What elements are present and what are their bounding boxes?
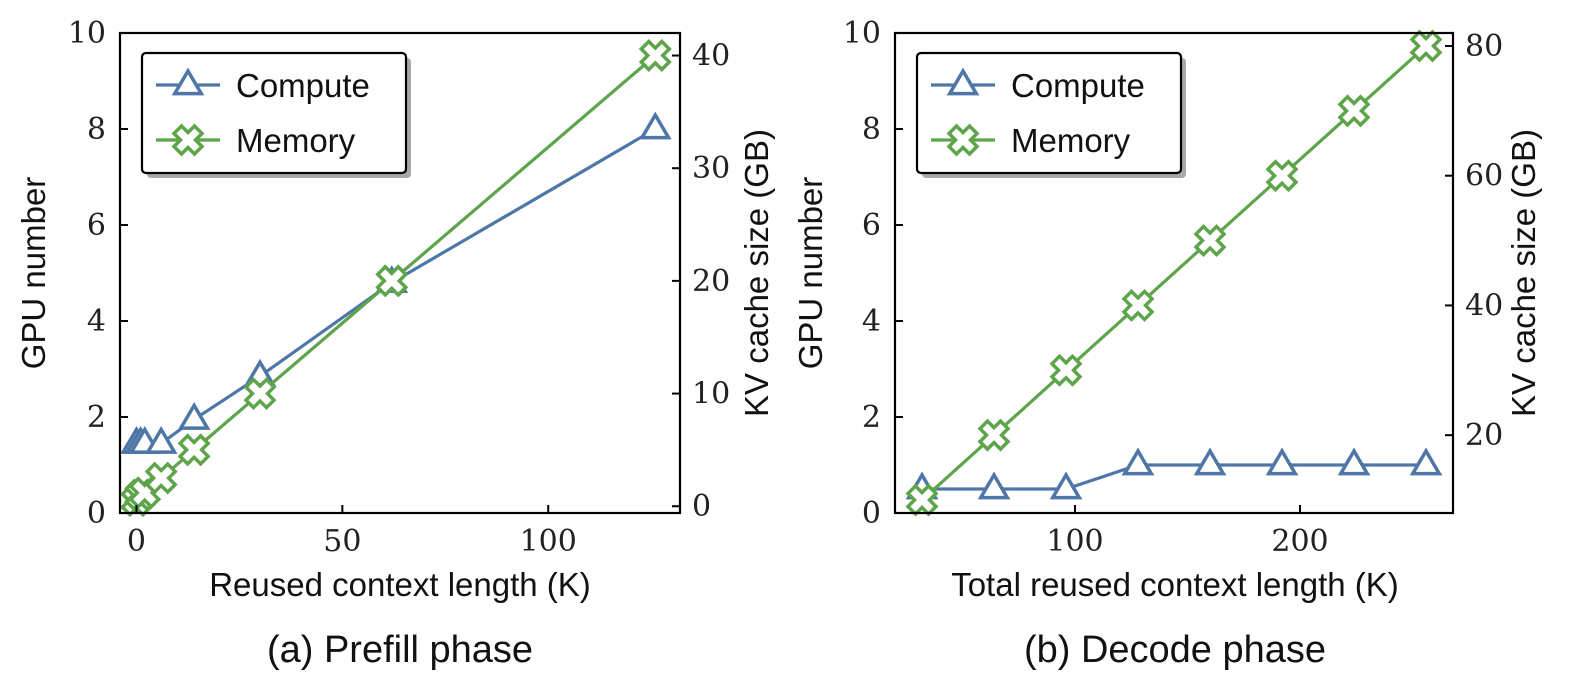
data-point-compute <box>1121 447 1155 476</box>
y-tick-label: 8 <box>862 112 881 147</box>
legend-box <box>140 51 408 175</box>
data-point-memory <box>1049 353 1083 387</box>
data-point-memory <box>1121 288 1155 322</box>
y-tick-label: 0 <box>862 496 881 531</box>
legend-label-compute: Compute <box>236 67 370 104</box>
legend-marker-memory <box>171 123 205 157</box>
legend: Compute Memory <box>915 51 1186 178</box>
chart-decode-phase: 100 200 0 2 4 6 8 10 20 40 60 80 Total reused contex… <box>792 16 1542 671</box>
data-point-memory <box>977 418 1011 452</box>
data-point-memory <box>905 483 939 517</box>
legend-marker-compute <box>946 67 980 96</box>
x-axis-label: Reused context length (K) <box>209 566 591 603</box>
x-tick-label: 0 <box>127 524 146 559</box>
y2-tick-label: 20 <box>1465 418 1503 453</box>
y2-tick-label: 80 <box>1465 29 1503 64</box>
y-tick-label: 0 <box>87 496 106 531</box>
legend-marker-memory <box>946 123 980 157</box>
data-point-memory <box>177 433 211 467</box>
y-tick-label: 4 <box>862 304 881 339</box>
legend-label-memory: Memory <box>1011 122 1131 159</box>
y-tick-label: 4 <box>87 304 106 339</box>
data-point-memory <box>144 461 178 495</box>
data-point-compute <box>1265 447 1299 476</box>
series-line-compute <box>922 463 1426 491</box>
x-tick-label: 50 <box>323 524 361 559</box>
data-point-compute <box>1337 447 1371 476</box>
y-tick-label: 2 <box>862 400 881 435</box>
data-point-compute <box>144 425 178 454</box>
y-tick-label: 6 <box>87 208 106 243</box>
panel-caption: (b) Decode phase <box>1024 629 1326 671</box>
legend-label-memory: Memory <box>236 122 356 159</box>
data-point-compute <box>1193 447 1227 476</box>
data-point-memory <box>1337 94 1371 128</box>
y2-tick-label: 40 <box>1465 288 1503 323</box>
data-point-compute <box>1409 447 1443 476</box>
x-axis-label: Total reused context length (K) <box>951 566 1399 603</box>
data-point-compute <box>1049 471 1083 500</box>
plot-frame <box>118 31 682 515</box>
y-tick-label: 10 <box>68 16 106 51</box>
x-tick-label: 100 <box>1046 524 1103 559</box>
y2-tick-label: 20 <box>692 264 730 299</box>
data-point-memory <box>375 264 409 298</box>
panel-caption: (a) Prefill phase <box>267 629 533 671</box>
x-tick-label: 200 <box>1271 524 1328 559</box>
y2-tick-label: 30 <box>692 151 730 186</box>
plot-frame <box>893 31 1455 515</box>
y-tick-label: 2 <box>87 400 106 435</box>
data-point-memory <box>243 377 277 411</box>
y2-tick-label: 40 <box>692 39 730 74</box>
y2-axis-label: KV cache size (GB) <box>1505 129 1542 417</box>
legend-label-compute: Compute <box>1011 67 1145 104</box>
data-point-memory <box>638 39 672 73</box>
y-tick-label: 10 <box>843 16 881 51</box>
data-point-memory <box>1409 29 1443 63</box>
legend: Compute Memory <box>140 51 411 178</box>
legend-marker-compute <box>171 67 205 96</box>
y2-tick-label: 0 <box>692 489 711 524</box>
data-point-compute <box>638 111 672 140</box>
data-point-memory <box>1193 224 1227 258</box>
y-tick-label: 6 <box>862 208 881 243</box>
data-point-memory <box>1265 159 1299 193</box>
x-tick-label: 100 <box>520 524 577 559</box>
y-axis-label: GPU number <box>15 177 52 370</box>
legend-box <box>915 51 1183 175</box>
y2-tick-label: 60 <box>1465 159 1503 194</box>
y-axis-label: GPU number <box>792 177 829 370</box>
y2-axis-label: KV cache size (GB) <box>738 129 775 417</box>
y2-tick-label: 10 <box>692 377 730 412</box>
y-tick-label: 8 <box>87 112 106 147</box>
data-point-compute <box>977 471 1011 500</box>
data-point-compute <box>177 401 211 430</box>
